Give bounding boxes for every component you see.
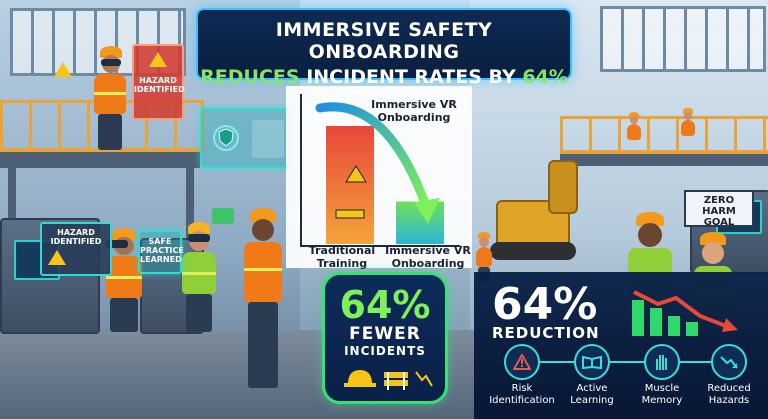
benefit-muscle-memory: Muscle Memory bbox=[619, 344, 705, 407]
hazard-identified-label: HAZARD IDENTIFIED bbox=[134, 76, 185, 94]
hazard-hologram-top: HAZARD IDENTIFIED bbox=[132, 44, 185, 120]
worker-tablet bbox=[176, 222, 222, 332]
hazard-identified-label-left: HAZARD IDENTIFIED bbox=[50, 228, 102, 246]
barrier-icon bbox=[335, 209, 365, 219]
worker-vr-platform bbox=[88, 46, 132, 150]
x-tick-vr: Immersive VR Onboarding bbox=[385, 244, 471, 270]
barrier-icon bbox=[384, 372, 408, 378]
benefit-label: Active Learning bbox=[570, 383, 614, 406]
book-icon bbox=[574, 344, 610, 380]
worker-vr-machine bbox=[100, 228, 148, 332]
benefit-reduced-hazards: Reduced Hazards bbox=[686, 344, 768, 407]
chat-bubble-icon bbox=[212, 208, 234, 224]
headline-percent: 64% bbox=[522, 66, 568, 88]
chart-y-axis bbox=[300, 94, 302, 246]
benefit-risk-identification: Risk Identification bbox=[479, 344, 565, 407]
warning-icon bbox=[345, 165, 367, 183]
badge-fewer: FEWER bbox=[349, 324, 421, 344]
headline-reduces: REDUCES bbox=[200, 66, 300, 88]
warning-icon bbox=[149, 52, 167, 67]
warning-icon bbox=[54, 62, 72, 77]
reduction-label: REDUCTION bbox=[492, 324, 600, 342]
safe-practice-label: SAFE PRACTICE LEARNED bbox=[140, 237, 184, 264]
trend-down-icon bbox=[711, 344, 747, 380]
benefit-label: Risk Identification bbox=[489, 383, 555, 406]
zero-harm-sign: ZERO HARM GOAL bbox=[684, 190, 754, 228]
safe-practice-hologram: SAFE PRACTICE LEARNED bbox=[138, 230, 184, 274]
elevated-platform-left bbox=[0, 148, 200, 168]
headline-line2: REDUCES INCIDENT RATES BY 64% bbox=[198, 66, 570, 88]
worker-background bbox=[680, 108, 696, 148]
warning-icon bbox=[48, 250, 66, 265]
headline-banner: IMMERSIVE SAFETY ONBOARDING REDUCES INCI… bbox=[196, 8, 572, 88]
hazard-hologram-left: HAZARD IDENTIFIED bbox=[40, 222, 112, 276]
hand-icon bbox=[644, 344, 680, 380]
down-arrow-icon bbox=[415, 371, 433, 387]
shield-check-icon bbox=[213, 120, 284, 158]
decline-arrow bbox=[315, 102, 431, 211]
bar-traditional-training bbox=[326, 126, 374, 244]
benefit-label: Muscle Memory bbox=[641, 383, 683, 406]
comparison-bar-chart bbox=[315, 102, 444, 244]
bar-label-top-vr: Immersive VR Onboarding bbox=[371, 98, 457, 124]
benefit-label: Reduced Hazards bbox=[707, 383, 751, 406]
excavator-tracks bbox=[490, 242, 576, 260]
vr-hologram-screen bbox=[200, 108, 294, 168]
benefits-connector bbox=[520, 361, 720, 363]
mezzanine-railing bbox=[560, 116, 768, 153]
decline-mini-chart bbox=[632, 290, 738, 336]
badge-percent: 64% bbox=[339, 283, 431, 327]
warning-icon bbox=[504, 344, 540, 380]
reduction-percent: 64% bbox=[492, 279, 598, 330]
badge-incidents: INCIDENTS bbox=[344, 344, 426, 358]
fewer-incidents-badge: 64% FEWER INCIDENTS bbox=[322, 272, 448, 404]
excavator-arm bbox=[548, 160, 578, 214]
worker-supervisor bbox=[238, 208, 288, 388]
factory-window-right bbox=[600, 6, 766, 72]
worker-background bbox=[626, 112, 642, 150]
benefit-active-learning: Active Learning bbox=[549, 344, 635, 407]
badge-icons bbox=[344, 370, 433, 390]
headline-middle: INCIDENT RATES BY bbox=[299, 66, 523, 88]
hard-hat-icon bbox=[348, 370, 372, 384]
chart-x-axis bbox=[300, 245, 460, 247]
x-tick-traditional: Traditional Training bbox=[308, 244, 376, 270]
headline-line1: IMMERSIVE SAFETY ONBOARDING bbox=[275, 19, 493, 63]
decline-arrow-head bbox=[414, 198, 440, 224]
